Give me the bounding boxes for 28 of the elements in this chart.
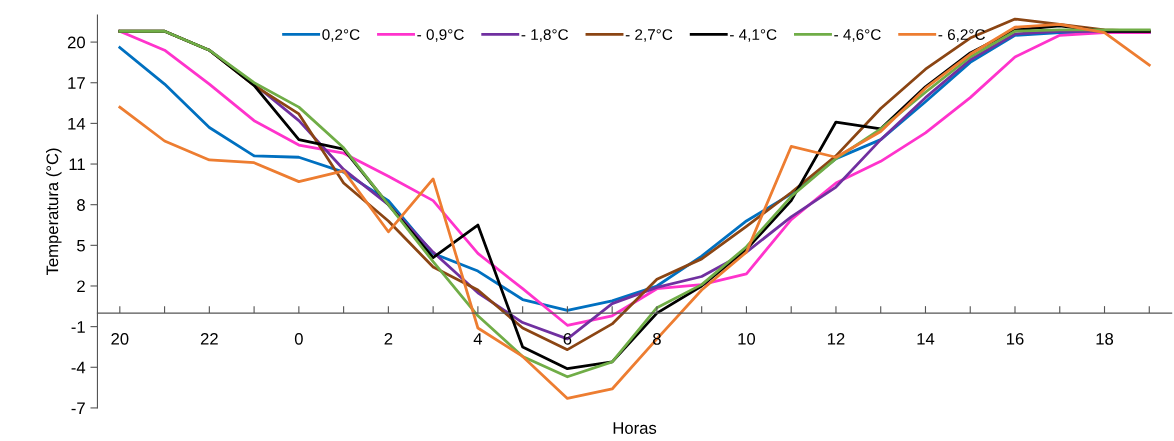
y-tick-label: -7 xyxy=(71,402,85,414)
x-tick-label: 0 xyxy=(294,332,303,345)
legend-label: - 0,9°C xyxy=(417,29,464,42)
x-axis-title: Horas xyxy=(613,422,657,434)
y-tick-label: 2 xyxy=(77,280,85,293)
y-axis-title: Temperatura (°C) xyxy=(46,148,62,276)
y-tick-label: 11 xyxy=(69,158,85,171)
y-tick-label: 8 xyxy=(77,199,85,211)
x-tick-label: 18 xyxy=(1096,332,1114,345)
y-tick-label: 14 xyxy=(68,117,86,130)
y-tick-label: 5 xyxy=(77,239,85,252)
y-tick-label: 20 xyxy=(67,36,85,49)
x-tick-label: 4 xyxy=(473,333,483,345)
legend-label: - 2,7°C xyxy=(625,29,673,42)
legend-label: - 1,8°C xyxy=(521,29,569,42)
legend-label: 0,2°C xyxy=(322,29,360,42)
x-tick-label: 20 xyxy=(111,332,129,345)
x-tick-label: 14 xyxy=(917,333,935,345)
y-tick-label: -1 xyxy=(71,321,85,333)
x-tick-label: 2 xyxy=(384,332,393,345)
legend-label: - 4,6°C xyxy=(834,29,881,42)
x-tick-label: 22 xyxy=(200,332,218,345)
legend-label: - 4,1°C xyxy=(730,29,777,42)
y-tick-label: -4 xyxy=(71,361,86,374)
x-tick-label: 16 xyxy=(1007,332,1024,345)
x-tick-label: 10 xyxy=(738,332,756,345)
y-tick-label: 17 xyxy=(68,77,85,89)
x-tick-label: 12 xyxy=(827,332,845,345)
